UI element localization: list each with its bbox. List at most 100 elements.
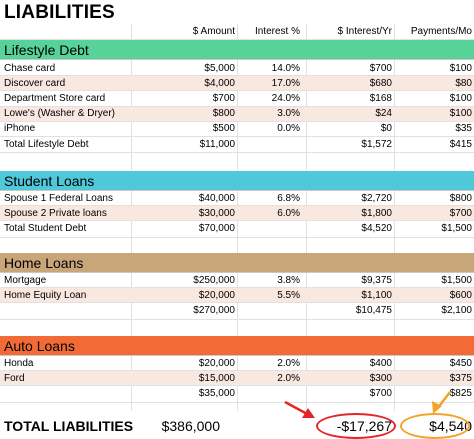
cell-label[interactable]: Ford xyxy=(4,372,25,384)
cell-payments-mo[interactable]: Payments/Mo xyxy=(410,26,472,37)
table-row: Ford $15,000 2.0% $300 $375 xyxy=(0,371,474,387)
cell-interest-pct[interactable]: 2.0% xyxy=(277,357,300,369)
cell-payments-mo[interactable]: $100 xyxy=(449,108,472,120)
cell-interest-pct[interactable]: 24.0% xyxy=(271,92,300,104)
cell-interest-yr[interactable]: $24 xyxy=(375,108,392,120)
cell-interest-yr[interactable]: $300 xyxy=(369,372,392,384)
cell-amount[interactable]: $700 xyxy=(212,92,235,104)
cell-interest-pct[interactable] xyxy=(238,221,300,236)
cell-label[interactable]: Spouse 2 Private loans xyxy=(4,207,107,219)
table-row: Spouse 2 Private loans $30,000 6.0% $1,800 $… xyxy=(0,206,474,222)
cell-payments-mo[interactable]: $100 xyxy=(449,62,472,74)
cell-interest-yr[interactable]: $1,800 xyxy=(361,207,392,219)
cell-interest-yr[interactable]: $0 xyxy=(380,123,392,135)
section-total-row: Total Lifestyle Debt $11,000 $1,572 $415 xyxy=(0,137,474,154)
cell-label[interactable]: Total Student Debt xyxy=(4,223,87,235)
section-title[interactable]: Lifestyle Debt xyxy=(4,41,89,58)
cell-label[interactable]: Discover card xyxy=(4,77,66,89)
cell-label[interactable]: Mortgage xyxy=(4,274,47,286)
cell-payments-mo[interactable]: $1,500 xyxy=(441,274,472,286)
cell-interest-yr[interactable]: $ Interest/Yr xyxy=(337,26,392,37)
cell-interest-yr[interactable]: $10,475 xyxy=(355,305,392,317)
cell-interest-yr[interactable]: $400 xyxy=(369,357,392,369)
cell-label[interactable]: Spouse 1 Federal Loans xyxy=(4,192,113,204)
cell-amount[interactable]: $270,000 xyxy=(193,305,235,317)
cell-interest-yr[interactable]: $1,572 xyxy=(361,139,392,151)
cell-amount[interactable]: $30,000 xyxy=(198,207,235,219)
section-title[interactable]: Auto Loans xyxy=(4,337,75,354)
cell-amount[interactable]: $40,000 xyxy=(198,192,235,204)
cell-interest-pct[interactable] xyxy=(238,386,300,401)
cell-label[interactable] xyxy=(4,24,124,39)
cell-amount[interactable]: $250,000 xyxy=(193,274,235,286)
cell-amount[interactable]: $70,000 xyxy=(198,223,235,235)
cell-label[interactable]: Department Store card xyxy=(4,92,106,104)
cell-interest-pct[interactable]: 0.0% xyxy=(277,123,300,135)
cell-payments-mo[interactable]: $800 xyxy=(449,192,472,204)
cell-interest-pct[interactable]: 6.0% xyxy=(277,207,300,219)
cell-amount[interactable]: $11,000 xyxy=(199,139,235,151)
cell-interest-yr[interactable]: $2,720 xyxy=(361,192,392,204)
cell-label[interactable]: Home Equity Loan xyxy=(4,289,87,301)
page-title: LIABILITIES xyxy=(4,2,115,23)
cell-interest-pct[interactable]: Interest % xyxy=(254,26,300,37)
cell-amount[interactable]: $ Amount xyxy=(192,26,235,37)
cell-interest-pct[interactable]: 14.0% xyxy=(271,62,300,74)
cell-interest-pct[interactable] xyxy=(238,137,300,152)
grand-total-amount[interactable]: $386,000 xyxy=(161,418,220,434)
cell-payments-mo[interactable]: $450 xyxy=(449,357,472,369)
cell-amount[interactable]: $4,000 xyxy=(204,77,235,89)
cell-amount[interactable]: $500 xyxy=(212,123,235,135)
cell-amount[interactable]: $5,000 xyxy=(204,62,235,74)
cell-interest-pct[interactable]: 2.0% xyxy=(277,372,300,384)
section-header-0: Lifestyle Debt xyxy=(0,40,474,60)
cell-amount[interactable]: $15,000 xyxy=(198,372,235,384)
grand-total-label[interactable]: TOTAL LIABILITIES xyxy=(4,418,134,434)
cell-interest-yr[interactable]: $700 xyxy=(369,62,392,74)
cell-interest-pct[interactable]: 3.0% xyxy=(277,108,300,120)
cell-amount[interactable]: $800 xyxy=(212,108,235,120)
cell-payments-mo[interactable]: $1,500 xyxy=(441,223,472,235)
cell-interest-pct[interactable]: 3.8% xyxy=(277,274,300,286)
section-header-3: Auto Loans xyxy=(0,336,474,356)
cell-amount[interactable]: $20,000 xyxy=(198,357,235,369)
cell-payments-mo[interactable]: $825 xyxy=(449,388,472,400)
cell-payments-mo[interactable]: $80 xyxy=(455,77,472,89)
section-total-row: Total Student Debt $70,000 $4,520 $1,500 xyxy=(0,221,474,238)
cell-label[interactable]: Honda xyxy=(4,357,34,369)
cell-payments-mo[interactable]: $600 xyxy=(449,289,472,301)
cell-interest-pct[interactable]: 17.0% xyxy=(271,77,300,89)
cell-label[interactable]: Total Lifestyle Debt xyxy=(4,139,89,151)
cell-label[interactable]: iPhone xyxy=(4,123,36,135)
cell-payments-mo[interactable]: $100 xyxy=(449,92,472,104)
table-row: Chase card $5,000 14.0% $700 $100 xyxy=(0,61,474,77)
cell-interest-yr[interactable]: $4,520 xyxy=(361,223,392,235)
column-header-row: $ Amount Interest % $ Interest/Yr Payments/… xyxy=(0,24,474,40)
cell-interest-yr[interactable]: $1,100 xyxy=(361,289,392,301)
cell-amount[interactable]: $20,000 xyxy=(198,289,235,301)
cell-label[interactable] xyxy=(4,303,124,318)
cell-amount[interactable]: $35,000 xyxy=(198,388,235,400)
table-row: Discover card $4,000 17.0% $680 $80 xyxy=(0,76,474,92)
cell-interest-yr[interactable]: $168 xyxy=(369,92,392,104)
cell-label[interactable] xyxy=(4,386,124,401)
cell-interest-pct[interactable]: 6.8% xyxy=(277,192,300,204)
cell-payments-mo[interactable]: $375 xyxy=(449,372,472,384)
cell-label[interactable]: Chase card xyxy=(4,62,56,74)
cell-interest-pct[interactable] xyxy=(238,303,300,318)
cell-payments-mo[interactable]: $35 xyxy=(455,123,472,135)
section-header-1: Student Loans xyxy=(0,171,474,191)
cell-payments-mo[interactable]: $2,100 xyxy=(441,305,472,317)
section-title[interactable]: Student Loans xyxy=(4,172,95,189)
table-row: Spouse 1 Federal Loans $40,000 6.8% $2,720 $… xyxy=(0,191,474,207)
table-row: Mortgage $250,000 3.8% $9,375 $1,500 xyxy=(0,273,474,289)
cell-interest-yr[interactable]: $9,375 xyxy=(361,274,392,286)
cell-interest-yr[interactable]: $700 xyxy=(369,388,392,400)
cell-payments-mo[interactable]: $415 xyxy=(449,139,472,151)
highlight-oval-interest xyxy=(316,413,396,439)
cell-interest-pct[interactable]: 5.5% xyxy=(277,289,300,301)
cell-label[interactable]: Lowe's (Washer & Dryer) xyxy=(4,108,116,120)
section-title[interactable]: Home Loans xyxy=(4,254,84,271)
cell-interest-yr[interactable]: $680 xyxy=(369,77,392,89)
cell-payments-mo[interactable]: $700 xyxy=(449,207,472,219)
